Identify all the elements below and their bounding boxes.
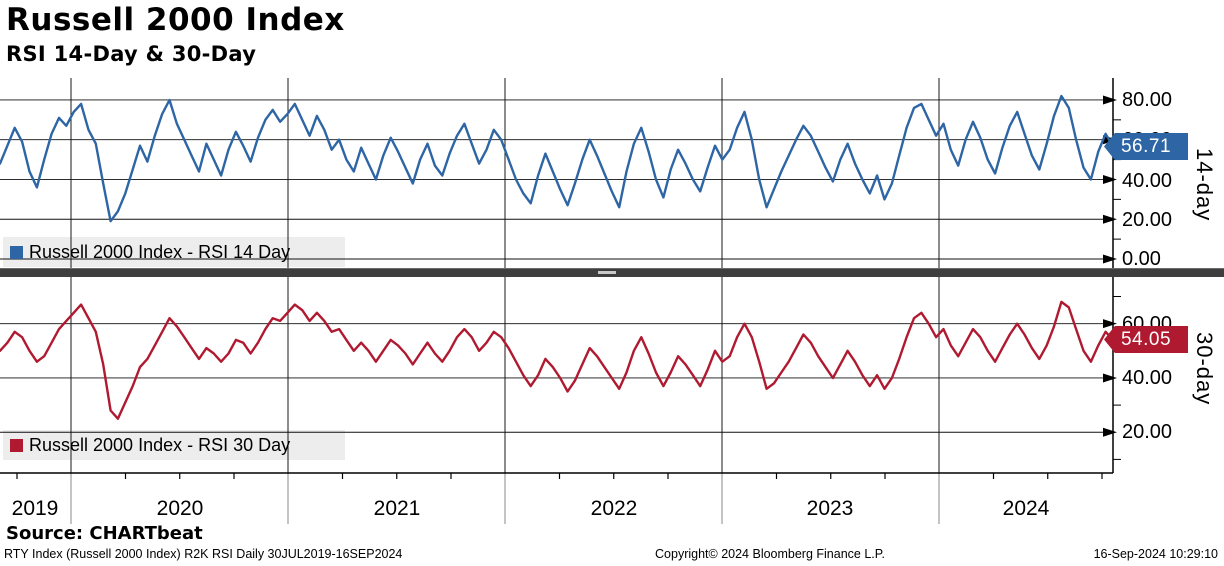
y-axis-label: 0.00 <box>1122 248 1161 270</box>
axis-arrow-icon <box>1103 254 1117 264</box>
rsi-30-line <box>0 300 1115 420</box>
axis-arrow-icon <box>1103 427 1117 437</box>
y-axis-label: 80.00 <box>1122 89 1173 111</box>
y-axis-label: 40.00 <box>1122 170 1173 192</box>
page-title: Russell 2000 Index <box>6 2 345 38</box>
chart-subtitle: RSI 14-Day & 30-Day <box>6 42 257 66</box>
source-note: Source: CHARTbeat <box>6 523 203 544</box>
footer-timestamp: 16-Sep-2024 10:29:10 <box>1093 547 1218 561</box>
axis-arrow-icon <box>1103 95 1117 105</box>
rsi14-value-badge: 56.71 <box>1104 133 1188 160</box>
legend-swatch-rsi14 <box>10 246 23 259</box>
rsi30-value-badge: 54.05 <box>1104 326 1188 353</box>
x-axis-label: 2020 <box>156 497 204 520</box>
legend-rsi14[interactable]: Russell 2000 Index - RSI 14 Day <box>10 237 290 267</box>
axis-arrow-icon <box>1103 174 1117 184</box>
legend-label-rsi14: Russell 2000 Index - RSI 14 Day <box>29 242 291 262</box>
axis-arrow-icon <box>1103 319 1117 329</box>
axis-arrow-icon <box>1103 373 1117 383</box>
y-axis-label: 20.00 <box>1122 209 1173 231</box>
legend-rsi30[interactable]: Russell 2000 Index - RSI 30 Day <box>10 430 290 460</box>
panel-label-30day: 30-day <box>1192 332 1217 406</box>
x-axis-label: 2019 <box>11 497 59 520</box>
panel-label-14day: 14-day <box>1192 148 1217 222</box>
footer-ticker-info: RTY Index (Russell 2000 Index) R2K RSI D… <box>4 547 403 561</box>
rsi-14-line <box>0 94 1115 223</box>
panel-separator-handle[interactable] <box>598 271 616 274</box>
y-axis-label: 40.00 <box>1122 367 1173 389</box>
x-axis-label: 2024 <box>1002 497 1050 520</box>
x-axis-label: 2022 <box>590 497 638 520</box>
axis-arrow-icon <box>1103 214 1117 224</box>
legend-label-rsi30: Russell 2000 Index - RSI 30 Day <box>29 435 291 455</box>
footer-copyright: Copyright© 2024 Bloomberg Finance L.P. <box>655 547 885 561</box>
y-axis-label: 20.00 <box>1122 421 1173 443</box>
legend-swatch-rsi30 <box>10 439 23 452</box>
x-axis-label: 2023 <box>806 497 854 520</box>
x-axis-label: 2021 <box>373 497 421 520</box>
